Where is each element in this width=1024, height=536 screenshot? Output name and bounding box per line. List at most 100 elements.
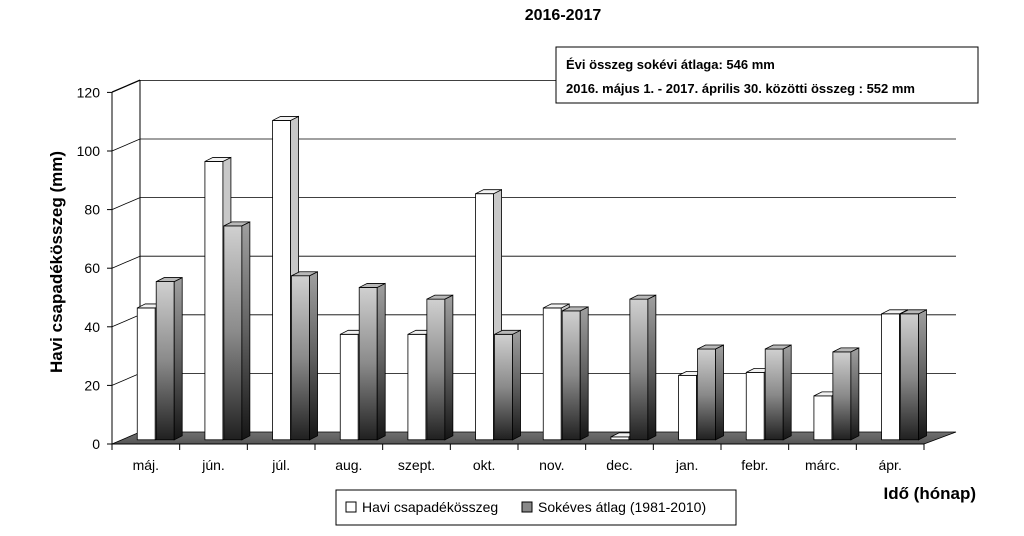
bar-top bbox=[765, 344, 792, 350]
bar-top bbox=[223, 221, 251, 227]
y-tick-label: 100 bbox=[77, 143, 101, 159]
bar-sokeves-8 bbox=[697, 344, 724, 441]
bar-front bbox=[900, 313, 919, 441]
x-tick-label: jún. bbox=[201, 457, 225, 473]
bar-side bbox=[376, 282, 386, 441]
bar-side bbox=[918, 309, 927, 441]
y-tick-label: 120 bbox=[77, 84, 101, 100]
bars bbox=[136, 115, 927, 441]
x-tick-label: máj. bbox=[133, 457, 159, 473]
x-tick-label: aug. bbox=[335, 457, 362, 473]
bar-front bbox=[475, 193, 494, 441]
x-tick-label: jan. bbox=[675, 457, 699, 473]
bar-front bbox=[881, 313, 900, 441]
bar-front bbox=[272, 120, 291, 441]
bar-top bbox=[475, 189, 502, 195]
bar-sokeves-4 bbox=[426, 294, 454, 441]
bar-front bbox=[204, 161, 224, 441]
bar-side bbox=[782, 344, 792, 441]
bar-front bbox=[678, 374, 697, 441]
legend-swatch-havi bbox=[345, 501, 357, 513]
gridline-side bbox=[111, 197, 141, 210]
annotation-line-1: Évi összeg sokévi átlaga: 546 mm bbox=[566, 57, 775, 72]
gridline-side bbox=[111, 138, 141, 152]
bar-top bbox=[291, 271, 318, 277]
y-tick-label: 0 bbox=[92, 436, 100, 452]
bar-top bbox=[359, 283, 386, 288]
y-tick-label: 60 bbox=[84, 260, 100, 276]
bar-front bbox=[426, 298, 446, 441]
x-tick-labels: máj. jún. júl. aug. szept. okt. nov. dec. jan. fe… bbox=[111, 444, 925, 473]
bar-side bbox=[512, 329, 521, 441]
bar-top bbox=[156, 277, 183, 282]
gridline-side bbox=[111, 314, 141, 328]
bar-top bbox=[629, 294, 657, 300]
x-tick-label: ápr. bbox=[878, 457, 901, 473]
bar-front bbox=[155, 281, 175, 441]
y-tick-label: 80 bbox=[84, 202, 100, 218]
bar-sokeves-0 bbox=[155, 276, 183, 441]
bar-sokeves-11 bbox=[900, 309, 927, 441]
annotation-box: Évi összeg sokévi átlaga: 546 mm 2016. m… bbox=[555, 46, 979, 104]
bar-side bbox=[309, 271, 318, 441]
y-tick-label: 40 bbox=[84, 319, 100, 335]
x-axis-title: Idő (hónap) bbox=[883, 484, 976, 503]
gridline-side bbox=[111, 80, 141, 93]
legend-swatch-sokeves bbox=[521, 501, 533, 513]
bar-sokeves-2 bbox=[291, 271, 318, 441]
bar-front bbox=[629, 298, 649, 441]
x-tick-label: márc. bbox=[805, 457, 840, 473]
x-tick-label: dec. bbox=[606, 457, 632, 473]
bar-side bbox=[850, 347, 860, 441]
bar-front bbox=[291, 275, 310, 441]
bar-side bbox=[173, 276, 183, 441]
legend-label-havi: Havi csapadékösszeg bbox=[362, 499, 498, 515]
bar-top bbox=[697, 344, 724, 350]
bar-sokeves-9 bbox=[764, 344, 792, 441]
bar-top bbox=[543, 303, 570, 309]
bar-front bbox=[832, 351, 852, 441]
bar-sokeves-3 bbox=[358, 282, 386, 441]
bar-front bbox=[764, 348, 784, 441]
x-tick-label: nov. bbox=[539, 457, 564, 473]
bar-top bbox=[494, 329, 521, 335]
bar-front bbox=[339, 333, 359, 441]
annotation-frame bbox=[555, 46, 979, 104]
bar-sokeves-1 bbox=[223, 221, 251, 441]
bar-sokeves-6 bbox=[561, 306, 589, 441]
x-tick-label: okt. bbox=[473, 457, 496, 473]
bar-side bbox=[579, 306, 589, 441]
bar-top bbox=[426, 294, 454, 300]
bar-sokeves-5 bbox=[494, 329, 521, 441]
bar-front bbox=[407, 333, 427, 441]
bar-side bbox=[241, 221, 251, 441]
bar-side bbox=[444, 294, 454, 441]
bar-front bbox=[697, 348, 716, 441]
bar-front bbox=[223, 225, 243, 441]
gridline-side bbox=[111, 373, 141, 386]
bar-side bbox=[647, 294, 657, 441]
x-tick-label: szept. bbox=[398, 457, 435, 473]
bar-front bbox=[494, 333, 513, 441]
bar-top bbox=[204, 157, 232, 162]
bar-top bbox=[832, 347, 860, 353]
bar-front bbox=[358, 287, 378, 441]
legend: Havi csapadékösszeg Sokéves átlag (1981-… bbox=[335, 489, 737, 526]
y-tick-label: 20 bbox=[84, 377, 100, 393]
bar-front bbox=[745, 372, 765, 441]
y-tick-labels: 0 20 40 60 80 100 120 bbox=[77, 84, 112, 452]
y-axis-title: Havi csapadékösszeg (mm) bbox=[47, 151, 66, 373]
bar-sokeves-7 bbox=[629, 294, 657, 441]
x-tick-label: febr. bbox=[741, 457, 768, 473]
bar-top bbox=[562, 306, 589, 312]
bar-front bbox=[610, 436, 630, 441]
chart-title: 2016-2017 bbox=[525, 7, 602, 24]
bar-sokeves-10 bbox=[832, 347, 860, 441]
bar-front bbox=[561, 310, 581, 441]
legend-frame bbox=[335, 489, 737, 526]
x-tick-label: júl. bbox=[271, 457, 290, 473]
bar-top bbox=[881, 309, 908, 315]
bar-top bbox=[272, 116, 299, 121]
bar-front bbox=[542, 307, 562, 441]
